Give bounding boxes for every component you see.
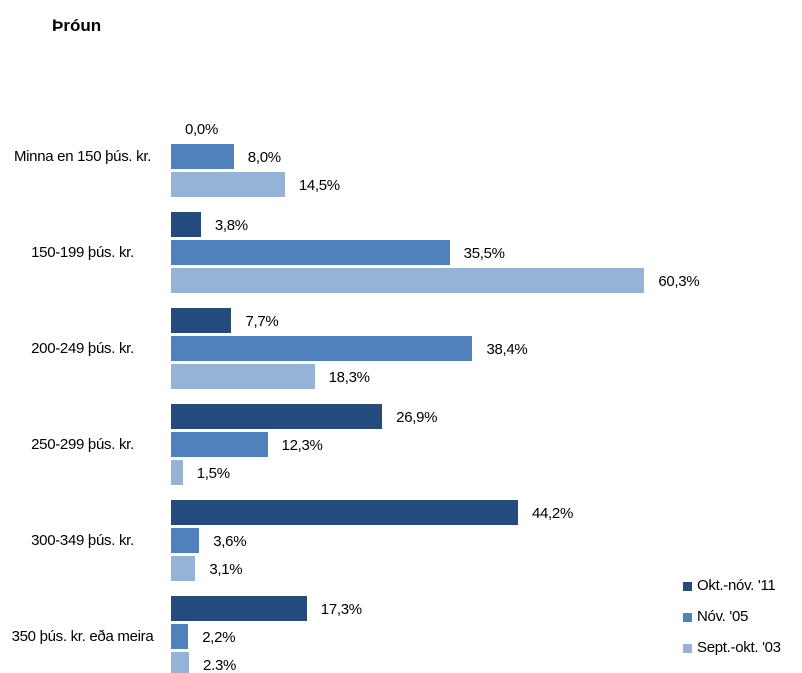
bar — [171, 432, 268, 457]
data-label: 2.3% — [203, 656, 237, 673]
bar — [171, 240, 450, 265]
data-label: 3,8% — [214, 216, 248, 234]
legend-label: Sept.-okt. '03 — [697, 639, 781, 656]
legend-swatch — [683, 613, 692, 622]
bar — [171, 624, 189, 649]
category-label: 350 þús. kr. eða meira — [11, 627, 154, 645]
bar — [171, 652, 190, 673]
bar — [171, 336, 473, 361]
chart-title: Þróun — [52, 16, 102, 35]
data-label: 2,2% — [202, 628, 236, 646]
data-label: 3,1% — [209, 560, 243, 578]
bar — [171, 364, 315, 389]
data-label: 7,7% — [245, 312, 279, 330]
data-label: 1,5% — [196, 464, 230, 482]
data-label: 17,3% — [320, 600, 362, 618]
bar — [171, 172, 285, 197]
data-label: 3,6% — [213, 532, 247, 550]
data-label: 38,4% — [486, 340, 528, 358]
bar — [171, 500, 518, 525]
data-label: 44,2% — [531, 504, 574, 522]
bar — [171, 460, 183, 485]
bar — [171, 556, 196, 581]
legend-label: Nóv. '05 — [697, 608, 749, 625]
category-label: 300-349 þús. kr. — [31, 531, 134, 549]
bar — [171, 212, 201, 237]
bar — [171, 404, 383, 429]
legend-swatch — [683, 582, 692, 591]
data-label: 60,3% — [658, 272, 700, 290]
category-label: Minna en 150 þús. kr. — [13, 147, 152, 165]
category-label: 150-199 þús. kr. — [31, 243, 134, 261]
data-label: 12,3% — [281, 436, 323, 454]
bar — [171, 144, 234, 169]
data-label: 18,3% — [328, 368, 370, 386]
data-label: 35,5% — [463, 244, 505, 262]
bar — [171, 268, 645, 293]
bar — [171, 596, 307, 621]
data-label: 26,9% — [396, 408, 438, 426]
data-label: 0,0% — [185, 120, 218, 138]
data-label: 8,0% — [247, 148, 281, 166]
bar — [171, 308, 232, 333]
category-label: 200-249 þús. kr. — [31, 339, 134, 357]
legend-label: Okt.-nóv. '11 — [697, 577, 776, 594]
data-label: 14,5% — [298, 176, 340, 194]
bar — [171, 528, 200, 553]
category-label: 250-299 þús. kr. — [31, 435, 134, 453]
legend-swatch — [683, 644, 692, 653]
